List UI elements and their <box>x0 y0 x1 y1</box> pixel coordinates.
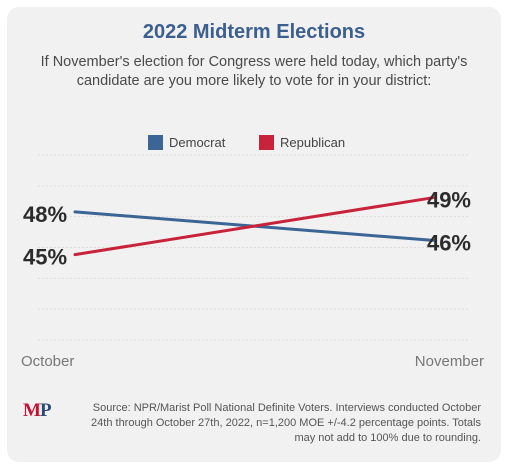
legend-label-republican: Republican <box>280 135 346 150</box>
chart-legend: Democrat Republican <box>7 135 501 153</box>
legend-item-democrat: Democrat <box>148 135 225 150</box>
data-label: 49% <box>427 188 471 213</box>
legend-swatch-republican <box>259 135 274 150</box>
legend-item-republican: Republican <box>259 135 345 150</box>
chart-subtitle: If November's election for Congress were… <box>40 54 468 89</box>
source-note: Source: NPR/Marist Poll National Definit… <box>91 402 481 444</box>
data-label: 46% <box>427 230 471 255</box>
line-chart: October November 48% 46% 45% 49% <box>21 154 484 370</box>
data-label: 48% <box>23 202 67 227</box>
chart-title: 2022 Midterm Elections <box>142 21 366 43</box>
chart-card: 2022 Midterm Elections If November's ele… <box>7 7 501 462</box>
data-label: 45% <box>23 245 67 270</box>
series-line-republican <box>73 196 435 257</box>
legend-label-democrat: Democrat <box>169 135 226 150</box>
x-tick-label: November <box>415 353 484 370</box>
x-tick-label: October <box>21 353 74 370</box>
legend-swatch-democrat <box>148 135 163 150</box>
marist-poll-logo: MP <box>23 400 52 421</box>
